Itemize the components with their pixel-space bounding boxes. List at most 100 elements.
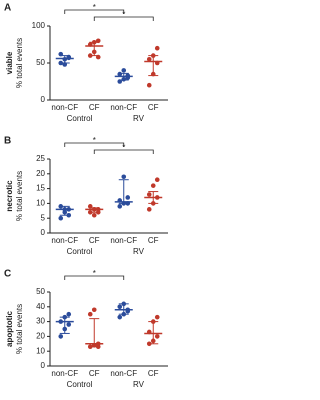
data-point bbox=[95, 209, 101, 215]
data-point bbox=[154, 177, 160, 183]
data-point bbox=[58, 334, 64, 339]
data-point bbox=[87, 53, 93, 58]
data-point bbox=[58, 51, 64, 57]
y-tick-label: 0 bbox=[41, 95, 46, 104]
y-tick-label: 40 bbox=[36, 302, 45, 311]
data-point bbox=[150, 183, 156, 188]
y-tick-label: 20 bbox=[36, 332, 45, 341]
data-point bbox=[62, 326, 68, 332]
significance-label: * bbox=[93, 3, 96, 12]
group-label: Control bbox=[67, 114, 93, 123]
y-tick-label: 20 bbox=[36, 169, 45, 178]
data-point bbox=[117, 314, 123, 320]
data-point bbox=[87, 204, 93, 209]
x-tick-label: non-CF bbox=[51, 369, 78, 378]
data-point bbox=[121, 68, 127, 73]
data-point bbox=[62, 62, 68, 67]
data-point bbox=[125, 75, 131, 81]
data-point bbox=[87, 42, 93, 47]
data-point bbox=[146, 82, 152, 88]
data-point bbox=[121, 174, 127, 180]
y-tick-label: 100 bbox=[32, 21, 46, 30]
data-point bbox=[95, 344, 101, 350]
data-point bbox=[66, 212, 72, 218]
panel-label: B bbox=[4, 136, 11, 147]
data-point bbox=[150, 53, 156, 58]
data-point bbox=[66, 207, 72, 212]
y-axis-label: % total events bbox=[15, 38, 24, 88]
data-point bbox=[91, 49, 97, 55]
y-axis-label: viable bbox=[5, 51, 14, 74]
data-point bbox=[58, 319, 64, 324]
data-point bbox=[58, 215, 64, 221]
data-point bbox=[91, 212, 97, 218]
y-axis-label: % total events bbox=[15, 171, 24, 221]
y-tick-label: 25 bbox=[36, 154, 45, 163]
data-point bbox=[95, 38, 101, 44]
significance-bracket bbox=[64, 142, 125, 147]
data-point bbox=[121, 311, 127, 317]
y-tick-label: 50 bbox=[36, 287, 45, 296]
y-tick-label: 0 bbox=[41, 228, 46, 237]
data-point bbox=[150, 201, 156, 206]
y-tick-label: 30 bbox=[36, 317, 45, 326]
data-point bbox=[66, 322, 72, 327]
data-point bbox=[154, 195, 160, 200]
group-label: RV bbox=[133, 114, 145, 123]
data-point bbox=[66, 55, 72, 61]
data-point bbox=[58, 204, 64, 209]
significance-bracket bbox=[64, 275, 125, 280]
y-tick-label: 10 bbox=[36, 199, 45, 208]
y-axis-label: necrotic bbox=[5, 180, 14, 212]
x-tick-label: non-CF bbox=[110, 369, 137, 378]
data-point bbox=[58, 60, 64, 66]
data-point bbox=[150, 71, 156, 77]
y-axis-label: % total events bbox=[15, 304, 24, 354]
significance-bracket bbox=[93, 16, 154, 21]
data-point bbox=[154, 60, 160, 66]
x-tick-label: CF bbox=[89, 103, 100, 112]
data-point bbox=[150, 319, 156, 324]
data-point bbox=[117, 204, 123, 209]
data-point bbox=[62, 207, 68, 212]
data-point bbox=[146, 57, 152, 62]
data-point bbox=[125, 201, 131, 206]
data-point bbox=[66, 311, 72, 317]
data-point bbox=[95, 54, 101, 60]
data-point bbox=[87, 344, 93, 350]
x-tick-label: non-CF bbox=[51, 236, 78, 245]
significance-label: * bbox=[122, 143, 125, 152]
significance-label: * bbox=[93, 269, 96, 278]
significance-bracket bbox=[93, 149, 154, 154]
data-point bbox=[91, 342, 97, 348]
x-tick-label: non-CF bbox=[110, 236, 137, 245]
y-tick-label: 50 bbox=[36, 58, 45, 67]
data-point bbox=[154, 334, 160, 339]
data-point bbox=[121, 76, 127, 82]
x-tick-label: CF bbox=[148, 369, 159, 378]
y-axis-label: apoptotic bbox=[5, 310, 14, 347]
panel-label: A bbox=[4, 3, 11, 14]
data-point bbox=[154, 45, 160, 51]
data-point bbox=[117, 198, 123, 203]
data-point bbox=[125, 195, 131, 200]
x-tick-label: CF bbox=[148, 103, 159, 112]
group-label: RV bbox=[133, 380, 145, 389]
data-point bbox=[146, 329, 152, 335]
y-tick-label: 10 bbox=[36, 346, 45, 355]
data-point bbox=[91, 39, 97, 45]
panel-label: C bbox=[4, 269, 11, 280]
significance-bracket bbox=[64, 9, 125, 14]
x-tick-label: CF bbox=[148, 236, 159, 245]
group-label: RV bbox=[133, 247, 145, 256]
significance-label: * bbox=[122, 10, 125, 19]
data-point bbox=[117, 79, 123, 84]
data-point bbox=[146, 341, 152, 347]
significance-label: * bbox=[93, 136, 96, 145]
data-point bbox=[121, 201, 127, 206]
x-tick-label: CF bbox=[89, 236, 100, 245]
x-tick-label: CF bbox=[89, 369, 100, 378]
y-tick-label: 5 bbox=[41, 213, 46, 222]
data-point bbox=[125, 308, 131, 314]
